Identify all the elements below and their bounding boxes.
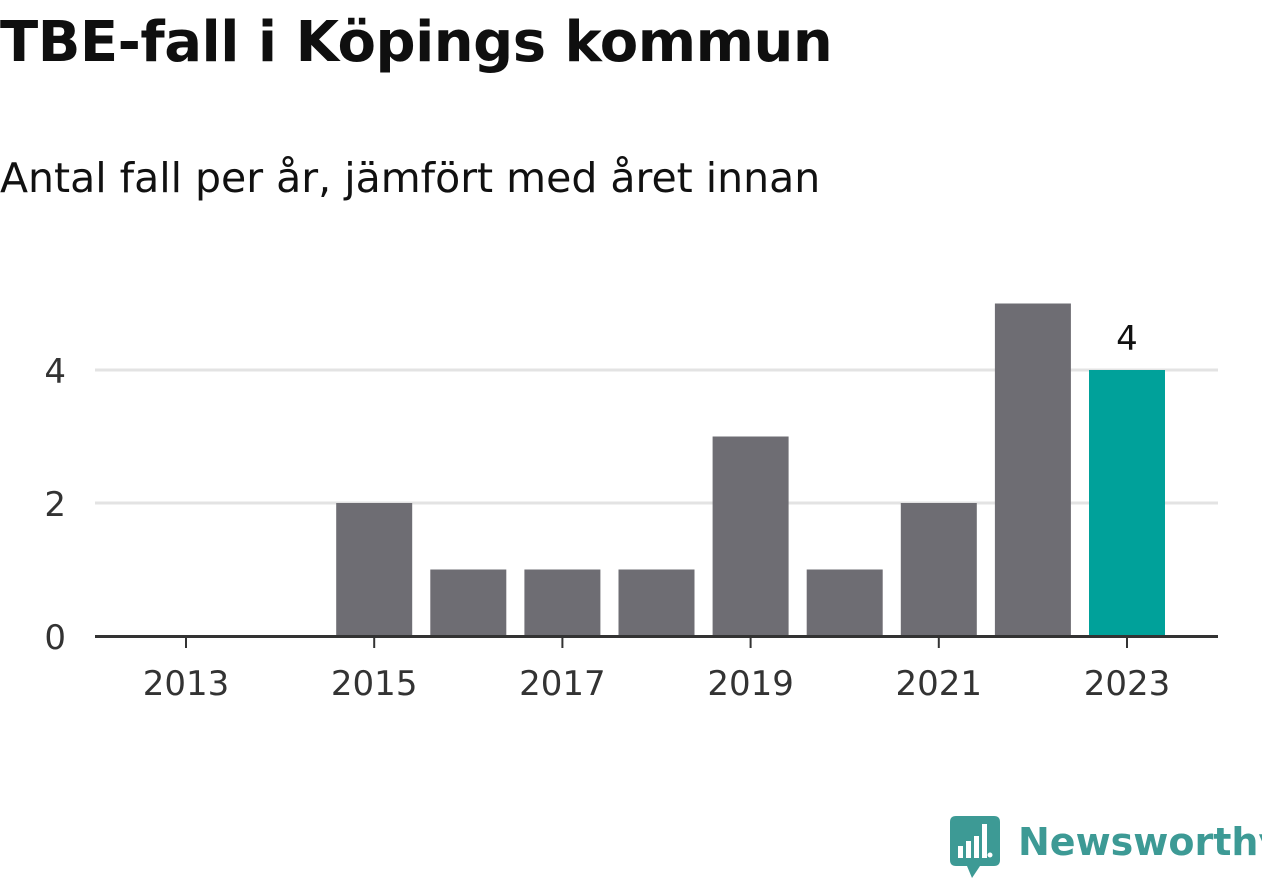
labels: 0 2 4 2013 2015 2017 2019 2021 2023 4 — [44, 319, 1170, 704]
chart-title: TBE-fall i Köpings kommun — [0, 10, 833, 75]
x-tick-label: 2021 — [896, 664, 983, 704]
bars — [336, 303, 1165, 636]
y-tick-label: 2 — [44, 485, 66, 525]
data-label: 4 — [1116, 319, 1138, 359]
bar-2016 — [430, 569, 507, 636]
y-tick-label: 0 — [44, 618, 66, 658]
x-tick-label: 2013 — [143, 664, 230, 704]
bar-chart-speech-bubble-icon — [950, 816, 1000, 878]
bar-2022 — [994, 303, 1071, 636]
chart-subtitle: Antal fall per år, jämfört med året inna… — [0, 154, 821, 202]
bar-2023 — [1089, 370, 1165, 636]
bar-2017 — [524, 569, 601, 636]
x-axis — [95, 635, 1218, 648]
x-tick-label: 2017 — [519, 664, 606, 704]
x-tick-label: 2023 — [1084, 664, 1171, 704]
brand-name: Newsworthy — [1018, 820, 1262, 864]
x-tick-label: 2015 — [331, 664, 418, 704]
bar-2015 — [336, 503, 413, 636]
bar-2020 — [806, 569, 883, 636]
bar-2018 — [618, 569, 695, 636]
bar-2019 — [712, 436, 789, 636]
bar-2021 — [900, 503, 977, 636]
y-tick-label: 4 — [44, 352, 66, 392]
x-tick-label: 2019 — [707, 664, 794, 704]
newsworthy-logo: Newsworthy — [950, 816, 1262, 878]
